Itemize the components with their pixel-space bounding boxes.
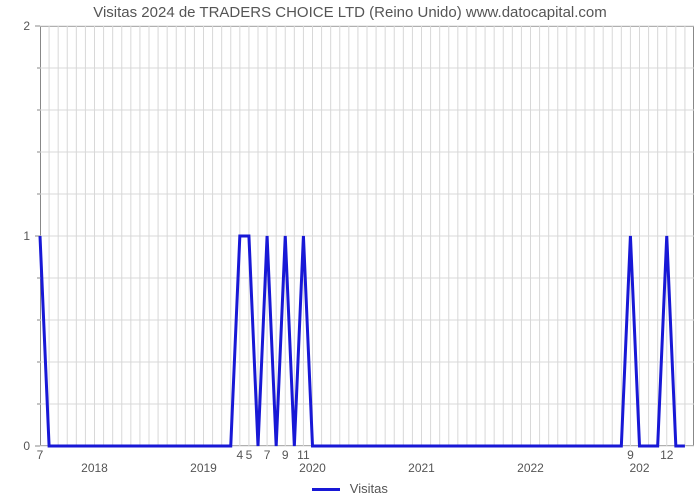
x-point-label: 4 — [236, 448, 243, 462]
x-year-label: 2021 — [408, 461, 435, 475]
x-year-label: 2020 — [299, 461, 326, 475]
y-tick-label: 0 — [23, 439, 30, 453]
x-point-label: 12 — [660, 448, 674, 462]
legend: Visitas — [0, 481, 700, 496]
x-point-label: 7 — [37, 448, 44, 462]
x-year-label: 2019 — [190, 461, 217, 475]
y-tick-label: 1 — [23, 229, 30, 243]
y-tick-label: 2 — [23, 19, 30, 33]
x-year-label: 2018 — [81, 461, 108, 475]
x-point-label: 11 — [297, 448, 310, 462]
x-year-label: 202 — [629, 461, 649, 475]
legend-label: Visitas — [350, 481, 388, 496]
data-line — [40, 236, 685, 446]
x-point-label: 7 — [264, 448, 271, 462]
chart-svg: 012201820192020202120222027457911912 — [0, 0, 700, 500]
legend-swatch — [312, 488, 340, 491]
x-point-label: 5 — [246, 448, 253, 462]
x-year-label: 2022 — [517, 461, 544, 475]
x-point-label: 9 — [627, 448, 634, 462]
chart-root: Visitas 2024 de TRADERS CHOICE LTD (Rein… — [0, 0, 700, 500]
x-point-label: 9 — [282, 448, 289, 462]
